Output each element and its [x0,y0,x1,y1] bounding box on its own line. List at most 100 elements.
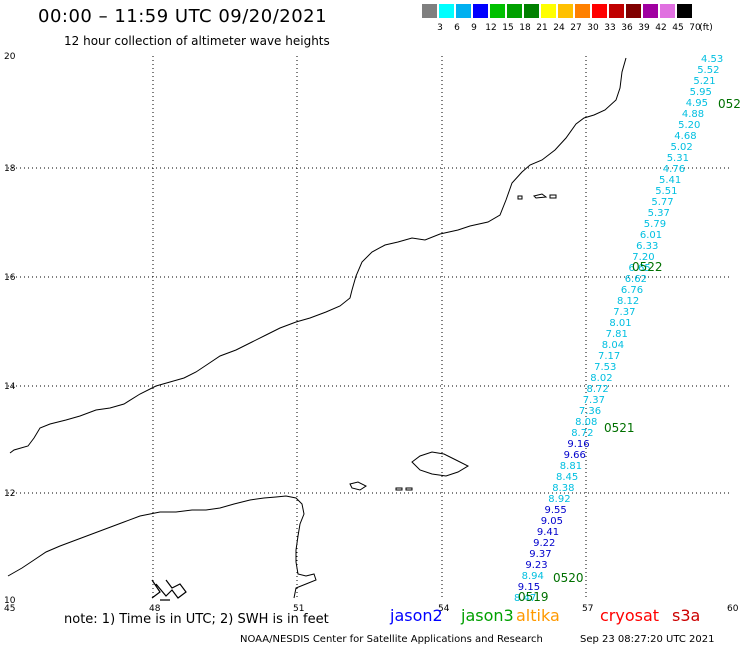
wave-height-label: 9.22 [533,538,555,549]
legend-swatch [524,4,539,18]
time-label: 0522 [632,260,663,274]
lat-label: 10 [4,596,16,606]
wave-height-label: 9.41 [537,527,559,538]
satellite-name: altika [516,606,560,625]
legend-label: 6 [454,23,460,33]
legend-swatch [609,4,624,18]
wave-height-label: 5.77 [651,197,673,208]
wave-height-label: 4.53 [701,54,723,65]
wave-height-label: 6.76 [621,285,643,296]
wave-height-label: 7.17 [598,351,620,362]
wave-height-label: 8.45 [556,472,578,483]
legend-label: 3 [437,23,443,33]
wave-height-label: 8.81 [560,461,582,472]
lat-label: 18 [4,164,16,174]
legend-swatch [490,4,505,18]
wave-height-label: 7.53 [594,362,616,373]
satellite-name: jason2 [390,606,443,625]
legend-label: 39 [638,23,650,33]
page-title: 00:00 – 11:59 UTC 09/20/2021 [38,6,328,27]
wave-height-label: 8.02 [590,373,612,384]
wave-height-label: 4.76 [663,164,685,175]
legend-label: 70 [689,23,701,33]
wave-height-label: 5.79 [644,219,666,230]
legend-label: 18 [519,23,531,33]
wave-height-label: 7.81 [606,329,628,340]
wave-height-label: 9.37 [529,549,551,560]
legend-swatch [643,4,658,18]
coastline-arabia [9,57,627,454]
footer-credit: NOAA/NESDIS Center for Satellite Applica… [240,634,543,645]
wave-height-label: 5.51 [655,186,677,197]
satellite-name: cryosat [600,606,660,625]
legend-swatch [473,4,488,18]
wave-height-label: 6.01 [640,230,662,241]
note-text: note: 1) Time is in UTC; 2) SWH is in fe… [64,612,329,627]
time-label: 0519 [518,590,549,604]
time-label: 0520 [553,571,584,585]
wave-height-label: 8.72 [587,384,609,395]
wave-height-label: 9.16 [567,439,589,450]
wave-height-label: 9.23 [525,560,547,571]
wave-height-label: 8.38 [552,483,574,494]
legend-swatch [507,4,522,18]
kuria-muria-islands [517,193,557,200]
legend-label: 15 [502,23,514,33]
legend-swatch [422,4,437,18]
wave-height-label: 6.33 [636,241,658,252]
legend-swatch [439,4,454,18]
legend-label: 12 [485,23,497,33]
wave-height-label: 6.62 [625,274,647,285]
lon-label: 45 [4,604,15,614]
wave-height-label: 4.68 [674,131,696,142]
wave-height-label: 8.47 [514,593,536,604]
wave-height-label: 7.36 [579,406,601,417]
wave-height-label: 9.15 [518,582,540,593]
legend-swatch [677,4,692,18]
coastline-somalia [7,495,317,599]
wave-height-label: 5.95 [690,87,712,98]
wave-height-label: 7.37 [583,395,605,406]
wave-height-label: 5.20 [678,120,700,131]
wave-height-label: 5.31 [667,153,689,164]
lat-label: 16 [4,273,16,283]
time-label: 0521 [604,421,635,435]
legend-swatch [660,4,675,18]
wave-height-label: 4.88 [682,109,704,120]
legend-label: 27 [570,23,582,33]
wave-height-label: 5.41 [659,175,681,186]
time-label: 052 [718,97,740,111]
legend-label: 33 [604,23,616,33]
legend-swatch [558,4,573,18]
wave-height-label: 8.08 [575,417,597,428]
lat-label: 20 [4,52,16,62]
legend-swatch [575,4,590,18]
coastline [7,57,627,601]
abd-al-kuri-island [349,481,367,491]
legend-swatch [592,4,607,18]
wave-height-label: 5.02 [671,142,693,153]
wave-height-label: 8.94 [522,571,544,582]
lat-label: 12 [4,489,15,499]
wave-height-label: 8.92 [548,494,570,505]
lon-label: 51 [293,604,304,614]
lon-label: 57 [582,604,593,614]
lat-label: 14 [4,382,16,392]
wave-height-label: 7.37 [613,307,635,318]
legend-swatch [541,4,556,18]
wave-height-label: 9.05 [541,516,563,527]
wave-height-label: 8.01 [609,318,631,329]
legend-unit: (ft) [699,23,713,33]
wave-height-label: 7.20 [632,252,654,263]
wave-height-label: 5.37 [648,208,670,219]
wave-height-label: 8.72 [571,428,593,439]
wave-height-label: 9.66 [564,450,586,461]
legend-swatch [456,4,471,18]
altimeter-track: 4.535.525.215.954.954.885.204.685.025.31… [514,54,740,604]
darsah-island [395,487,413,491]
legend-label: 9 [471,23,477,33]
wave-height-label: 5.52 [697,65,719,76]
